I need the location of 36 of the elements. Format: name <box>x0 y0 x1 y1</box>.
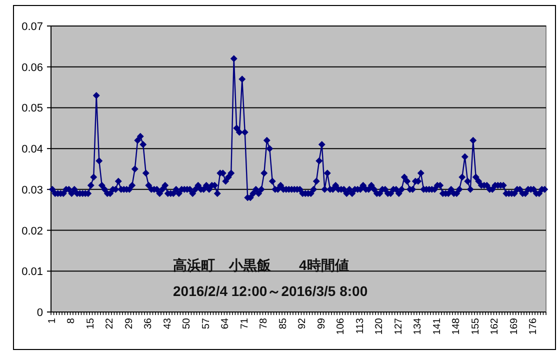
x-tick-label: 43 <box>162 318 174 330</box>
x-tick-label: 134 <box>412 318 424 335</box>
x-tick-label: 92 <box>297 318 308 330</box>
x-tick-label: 141 <box>432 318 443 335</box>
text: 高浜町 小黒飯 4時間値 <box>173 257 349 273</box>
x-tick-label: 15 <box>85 318 96 330</box>
x-tick-label: 155 <box>470 318 482 335</box>
x-tick-label: 22 <box>104 318 116 330</box>
y-tick-label: 0.07 <box>22 21 43 33</box>
x-tick-label: 113 <box>354 318 366 334</box>
x-tick-label: 162 <box>490 318 501 335</box>
x-tick-label: 64 <box>220 318 232 330</box>
x-tick-label: 57 <box>200 318 212 330</box>
x-tick-label: 169 <box>508 318 520 335</box>
x-tick-label: 36 <box>143 318 154 330</box>
x-tick-label: 1 <box>46 318 58 324</box>
x-tick-label: 8 <box>66 318 78 324</box>
y-tick-label: 0.02 <box>22 225 43 238</box>
x-tick-label: 120 <box>374 318 386 335</box>
y-tick-label: 0.05 <box>22 102 43 115</box>
x-tick-label: 71 <box>239 318 250 330</box>
x-tick-label: 99 <box>316 318 328 330</box>
y-tick-label: 0.06 <box>22 62 43 74</box>
x-tick-label: 85 <box>278 318 289 330</box>
x-tick-label: 106 <box>336 318 347 335</box>
y-tick-label: 0.03 <box>22 184 43 196</box>
y-tick-label: 0 <box>36 307 43 319</box>
x-tick-label: 176 <box>528 318 540 335</box>
y-tick-label: 0.01 <box>22 266 43 278</box>
x-tick-label: 127 <box>393 318 404 335</box>
x-tick-label: 29 <box>124 318 135 330</box>
text: 2016/2/4 12:00～2016/3/5 8:00 <box>173 283 368 299</box>
x-tick-label: 50 <box>182 318 193 330</box>
x-tick-label: 148 <box>451 318 462 335</box>
y-tick-label: 0.04 <box>22 144 43 156</box>
x-tick-label: 78 <box>258 318 270 330</box>
